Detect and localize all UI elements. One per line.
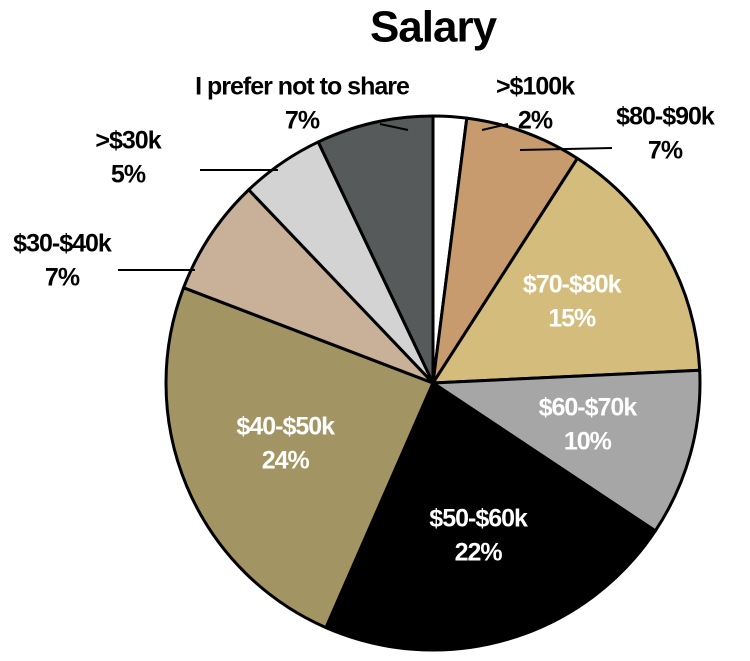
- slice-label: $50-$60k: [429, 504, 528, 532]
- pie-slice: [431, 368, 702, 533]
- slice-value-label: 22%: [455, 538, 503, 566]
- leader-line: [481, 123, 509, 131]
- slice-value-label: 10%: [564, 427, 612, 455]
- pie-slice: [324, 381, 657, 652]
- slice-label: $80-$90k: [616, 103, 715, 131]
- pie-slice: [431, 156, 702, 385]
- slice-value-label: 7%: [45, 264, 80, 292]
- chart-title: Salary: [370, 3, 498, 52]
- slice-label: $60-$70k: [539, 393, 638, 421]
- slice-value-label: 5%: [111, 161, 146, 189]
- slice-value-label: 7%: [285, 107, 320, 135]
- slice-value-label: 2%: [518, 107, 553, 135]
- leader-line: [379, 123, 409, 131]
- slice-value-label: 7%: [648, 137, 683, 165]
- slice-value-label: 15%: [548, 305, 596, 333]
- slice-label: $40-$50k: [236, 413, 335, 441]
- pie-slice: [164, 286, 435, 630]
- slice-label: >$100k: [496, 73, 575, 101]
- pie-slice: [431, 116, 579, 385]
- slice-label: I prefer not to share: [195, 73, 410, 101]
- slice-value-label: 24%: [262, 447, 310, 475]
- pie-slice: [316, 114, 435, 385]
- slice-label: $30-$40k: [13, 230, 112, 258]
- leader-line: [519, 147, 613, 151]
- slice-label: $70-$80k: [523, 271, 622, 299]
- slice-label: >$30k: [95, 127, 161, 155]
- pie-slice: [182, 188, 435, 385]
